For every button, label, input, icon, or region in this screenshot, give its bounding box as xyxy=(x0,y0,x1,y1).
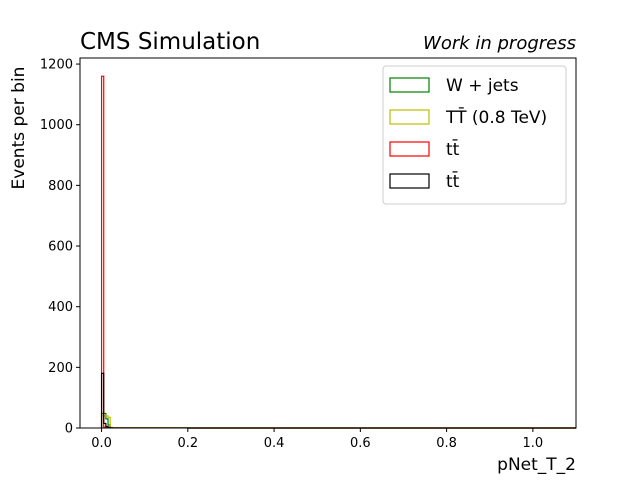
y-tick-label: 1000 xyxy=(40,118,73,133)
x-axis-label: pNet_T_2 xyxy=(497,455,576,475)
x-tick-label: 0.2 xyxy=(177,436,198,451)
y-tick-label: 0 xyxy=(65,422,73,437)
y-tick-label: 400 xyxy=(48,300,73,315)
legend-swatch xyxy=(389,77,430,93)
y-axis-ticks: 0 200 400 600 800 1000 1200 xyxy=(40,58,80,437)
x-tick-label: 0.0 xyxy=(91,436,112,451)
series-step-2 xyxy=(100,415,576,429)
y-tick-label: 800 xyxy=(48,179,73,194)
chart-title-right: Work in progress xyxy=(423,33,576,54)
legend-label: W + jets xyxy=(446,76,519,96)
x-axis-ticks: 0.0 0.2 0.4 0.6 0.8 1.0 xyxy=(91,428,543,451)
x-tick-label: 0.8 xyxy=(436,436,457,451)
legend-label: TT̄ (0.8 TeV) xyxy=(445,106,547,128)
series-step-4 xyxy=(100,372,576,429)
y-tick-label: 600 xyxy=(48,240,73,255)
legend-label: tt̄ xyxy=(446,138,460,160)
legend-swatch xyxy=(389,173,430,189)
y-tick-label: 1200 xyxy=(40,58,73,73)
legend-swatch xyxy=(389,141,430,157)
x-tick-label: 1.0 xyxy=(523,436,544,451)
legend-swatch xyxy=(389,109,430,125)
legend-label: tt̄ xyxy=(446,170,460,192)
x-tick-label: 0.4 xyxy=(264,436,285,451)
x-tick-label: 0.6 xyxy=(350,436,371,451)
legend-frame xyxy=(382,65,567,205)
legend: W + jets TT̄ (0.8 TeV) tt̄ tt̄ xyxy=(382,65,567,205)
chart-title-left: CMS Simulation xyxy=(80,29,260,55)
axes-frame xyxy=(79,57,577,429)
series-step-1 xyxy=(100,412,576,429)
y-axis-label: Events per bin xyxy=(9,67,29,190)
y-tick-label: 200 xyxy=(48,361,73,376)
